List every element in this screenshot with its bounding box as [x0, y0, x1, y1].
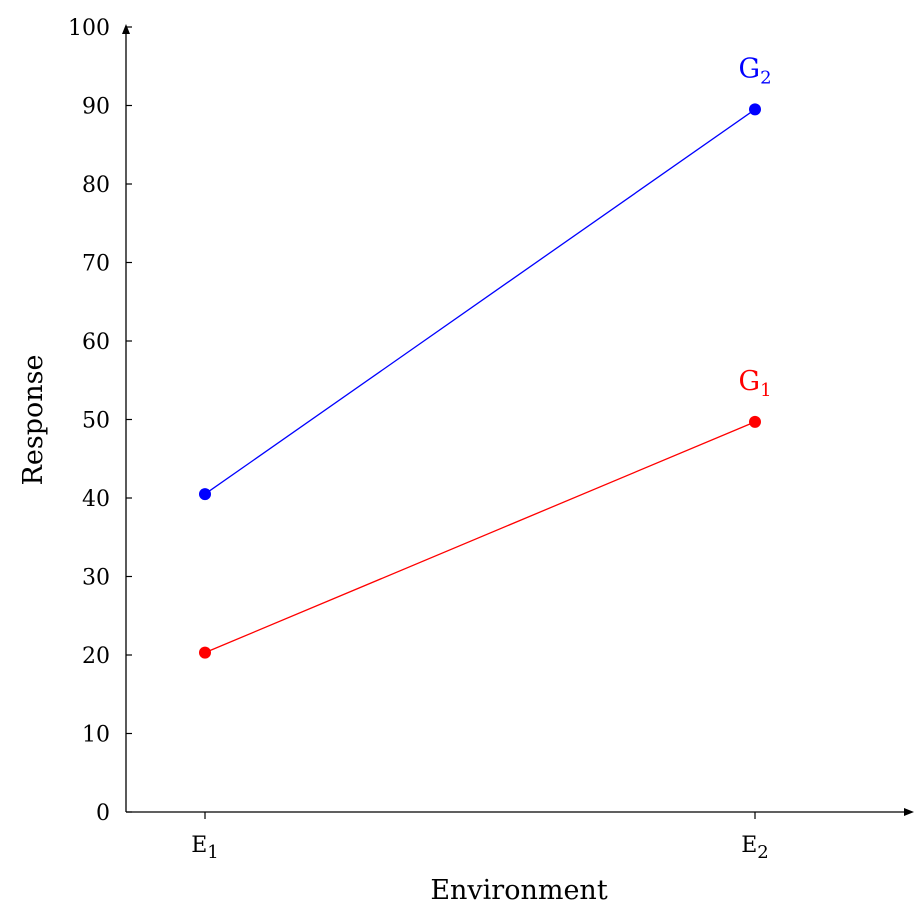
- series-label: G1: [738, 366, 771, 401]
- y-tick-label: 100: [68, 16, 110, 41]
- y-axis-arrow: [122, 24, 130, 34]
- y-tick-label: 10: [82, 723, 110, 748]
- data-point: [749, 415, 761, 428]
- y-tick-label: 80: [82, 173, 110, 198]
- y-tick-label: 20: [82, 644, 110, 669]
- x-tick-label-subscript: 2: [757, 842, 768, 863]
- series-label-subscript: 2: [760, 67, 771, 88]
- data-point: [199, 646, 211, 659]
- x-axis-arrow: [904, 808, 914, 816]
- series-label: G2: [738, 53, 771, 88]
- y-tick-label: 90: [82, 95, 110, 120]
- series-g2: G2: [199, 53, 772, 501]
- series-line: [204, 421, 756, 654]
- y-tick-label: 60: [82, 330, 110, 355]
- series-g1: G1: [199, 366, 772, 659]
- y-tick-label: 30: [82, 566, 110, 591]
- y-tick-label: 70: [82, 252, 110, 277]
- y-axis-title: Response: [18, 355, 49, 486]
- x-tick-label-base: E: [741, 833, 757, 858]
- x-axis-title: Environment: [430, 875, 608, 906]
- series-label-base: G: [738, 53, 760, 84]
- data-point: [199, 488, 211, 501]
- x-ticks: E1 E2: [191, 812, 769, 863]
- series-label-subscript: 1: [760, 380, 771, 401]
- series-label-base: G: [738, 366, 760, 397]
- x-tick-label-subscript: 1: [207, 842, 218, 863]
- x-tick-label: E1: [191, 833, 219, 863]
- data-point: [749, 103, 761, 116]
- x-tick-label-base: E: [191, 833, 207, 858]
- x-tick-label: E2: [741, 833, 769, 863]
- y-tick-label: 40: [82, 487, 110, 512]
- y-ticks: 0 10 20 30 40 50 60 70 80 90 100: [68, 16, 132, 826]
- y-tick-label: 50: [82, 409, 110, 434]
- y-tick-label: 0: [96, 801, 110, 826]
- axes: [122, 24, 914, 816]
- series-line: [204, 108, 756, 495]
